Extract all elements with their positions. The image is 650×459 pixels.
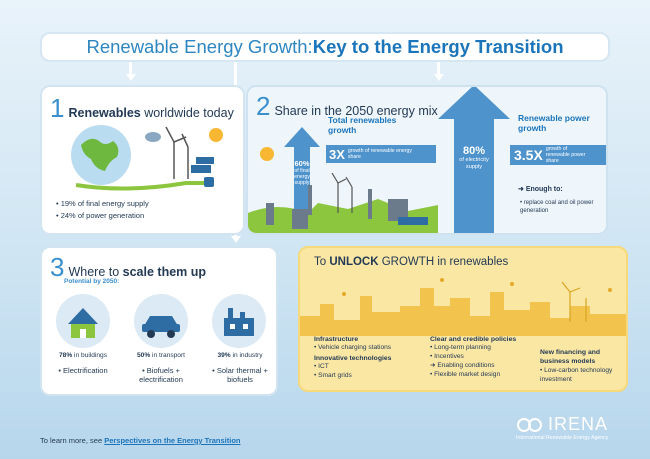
list-item: 19% of final energy supply [56, 199, 236, 208]
list-item: 24% of power generation [56, 211, 236, 220]
left-percent-label: of final energy supply [294, 168, 310, 186]
left-factor-badge: 3X growth of renewable energy share [326, 145, 436, 163]
col2-item: Flexible market design [434, 371, 501, 378]
car-icon [134, 294, 188, 348]
enough-to-label: Enough to: [525, 186, 563, 193]
item-use: Biofuels + electrification [139, 366, 183, 384]
section3-title-rest: Where to [68, 265, 123, 279]
section1-bullets: 19% of final energy supply 24% of power … [56, 199, 236, 223]
col2-arrow-item: Enabling conditions [437, 362, 495, 369]
col1-item: Smart grids [318, 372, 352, 379]
irena-rings-icon [517, 417, 542, 432]
item-use: Electrification [63, 366, 108, 375]
wind-turbine-icon [165, 126, 189, 179]
section1-title-bold: Renewables [68, 106, 141, 120]
connector-arrowhead [434, 74, 444, 81]
item-where: in buildings [72, 352, 108, 359]
wind-turbine-icon [331, 173, 353, 213]
plug-icon [204, 177, 214, 187]
potential-year: 2050: [102, 278, 120, 285]
section1-title-rest: worldwide today [140, 106, 234, 120]
enough-bullet: replace coal and oil power generation [520, 200, 594, 214]
panel-2050-mix: 2 Share in the 2050 energy mix 60% of fi… [246, 85, 608, 235]
right-percent: 80% [462, 145, 486, 157]
cloud-rain-icon [145, 132, 161, 142]
factory-icon [212, 294, 266, 348]
right-factor: 3.5X [514, 147, 543, 163]
arrow-right-icon: ➜ [430, 362, 438, 369]
section-number: 2 [256, 91, 271, 121]
section4-title-rest: GROWTH in renewables [378, 256, 509, 268]
irena-name: IRENA [548, 414, 609, 434]
up-arrow-left [284, 127, 320, 233]
panel-unlock-growth: To UNLOCK GROWTH in renewables Infrastru… [298, 246, 628, 392]
left-head: Total renewables growth [328, 115, 397, 135]
right-percent-label: of electricity supply [459, 157, 489, 170]
sun-icon [209, 128, 223, 142]
col1-item: Vehicle charging stations [318, 344, 392, 351]
title-part1: Renewable Energy Growth: [86, 36, 313, 57]
factory-icon [266, 185, 408, 229]
irena-logo: IRENA International Renewable Energy Age… [516, 414, 636, 441]
left-factor: 3X [329, 146, 345, 162]
item-pct: 78% [58, 352, 73, 359]
col1-item: ICT [318, 363, 329, 370]
section2-title: Share in the 2050 energy mix [274, 104, 438, 118]
section-number: 1 [50, 93, 65, 123]
section-number: 3 [50, 252, 65, 282]
right-head: Renewable power growth [518, 113, 590, 133]
wifi-icon [342, 278, 612, 296]
page-title: Renewable Energy Growth: Key to the Ener… [40, 32, 610, 62]
irena-tagline: International Renewable Energy Agency [516, 435, 609, 441]
sun-icon [260, 147, 274, 161]
connector-arrowhead [126, 74, 136, 81]
col2-item: Incentives [434, 353, 464, 360]
building-icon [56, 294, 110, 348]
item-use: Solar thermal + biofuels [216, 366, 268, 384]
panel-renewables-today: 1 Renewables worldwide today 19% of fina… [40, 85, 245, 235]
up-arrow-right [438, 87, 510, 233]
right-factor-badge: 3.5X growth of renewable power share [510, 145, 606, 165]
globe-land-icon [81, 138, 119, 171]
solar-panel-icon [398, 217, 428, 225]
col2-head: Clear and credible policies [430, 336, 517, 343]
section3-title-bold: scale them up [122, 265, 207, 279]
col1-head: Innovative technologies [314, 355, 392, 362]
connector-line [437, 62, 440, 76]
footer-link[interactable]: Perspectives on the Energy Transition [104, 436, 241, 445]
footer: To learn more, see Perspectives on the E… [40, 436, 241, 445]
footer-lead: To learn more, see [40, 436, 105, 445]
globe-illustration [71, 125, 223, 191]
panel-scale-up: 3 Where to scale them up Potential by 20… [40, 246, 278, 396]
section4-title-bold: UNLOCK [329, 256, 379, 268]
connector-line [129, 62, 132, 76]
arrow-right-icon: ➜ [518, 186, 526, 193]
item-pct: 50% [136, 352, 151, 359]
wind-turbine-icon [561, 281, 587, 322]
col1-head: Infrastructure [314, 336, 359, 343]
right-factor-label: growth of renewable power share [545, 146, 586, 164]
left-factor-label: growth of renewable energy share [347, 148, 412, 160]
solar-panel-icon [191, 157, 214, 173]
item-pct: 39% [217, 352, 231, 359]
potential-label: Potential by [64, 278, 103, 285]
left-percent: 60% [294, 159, 310, 168]
section4-title-pre: To [314, 256, 330, 268]
col3-item: Low-carbon technology investment [540, 367, 613, 383]
cable-icon [75, 181, 206, 191]
item-where: in transport [150, 352, 186, 359]
item-where: in industry [230, 352, 263, 359]
col3-head: New financing and business models [540, 349, 601, 365]
connector-arrowhead [231, 236, 241, 243]
col2-item: Long-term planning [434, 344, 491, 351]
city-skyline-illustration [300, 278, 626, 336]
cityscape-illustration [248, 173, 438, 233]
title-part2: Key to the Energy Transition [312, 36, 564, 57]
